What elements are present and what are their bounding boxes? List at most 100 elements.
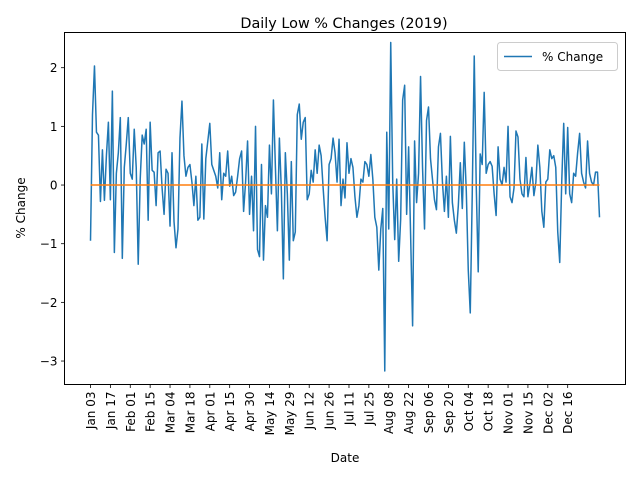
data-point (114, 252, 116, 254)
data-point (390, 42, 392, 44)
data-point (525, 157, 527, 159)
data-point (396, 178, 398, 180)
data-point (527, 196, 529, 198)
data-point (458, 205, 460, 207)
data-point (318, 144, 320, 146)
data-point (378, 269, 380, 271)
data-point (597, 171, 599, 173)
data-point (585, 187, 587, 189)
data-point (513, 187, 515, 189)
data-point (366, 164, 368, 166)
data-point (221, 199, 223, 201)
data-point (90, 240, 92, 242)
data-point (515, 130, 517, 132)
data-point (133, 129, 135, 131)
data-point (559, 262, 561, 264)
data-point (408, 146, 410, 148)
data-point (342, 178, 344, 180)
data-point (505, 181, 507, 183)
data-point (563, 123, 565, 125)
x-tick-label: Jul 25 (362, 392, 376, 427)
data-point (281, 190, 283, 192)
data-point (493, 193, 495, 195)
data-point (382, 208, 384, 210)
data-point (171, 152, 173, 154)
data-point (561, 181, 563, 183)
data-point (517, 136, 519, 138)
data-point (322, 187, 324, 189)
data-point (193, 205, 195, 207)
data-point (267, 217, 269, 219)
data-point (346, 142, 348, 144)
data-point (364, 161, 366, 163)
data-point (394, 239, 396, 241)
data-point (201, 143, 203, 145)
data-point (380, 228, 382, 230)
data-point (464, 141, 466, 143)
data-point (239, 158, 241, 160)
data-point (537, 144, 539, 146)
data-point (386, 131, 388, 133)
data-point (416, 202, 418, 204)
x-tick-label: Sep 20 (442, 392, 456, 434)
data-point (297, 114, 299, 116)
data-point (217, 187, 219, 189)
data-point (571, 202, 573, 204)
data-point (358, 205, 360, 207)
y-tick-label: 1 (50, 120, 58, 134)
data-point (285, 152, 287, 154)
data-point (485, 173, 487, 175)
x-tick-label: Aug 08 (382, 392, 396, 435)
data-point (308, 193, 310, 195)
data-point (454, 219, 456, 221)
data-point (406, 214, 408, 216)
data-point (137, 263, 139, 265)
data-point (509, 196, 511, 198)
data-point (287, 193, 289, 195)
data-point (175, 247, 177, 249)
data-point (404, 85, 406, 87)
data-point (273, 99, 275, 101)
x-tick-label: Apr 01 (203, 392, 217, 432)
legend-box (497, 42, 618, 71)
data-point (477, 271, 479, 273)
data-point (205, 158, 207, 160)
data-point (599, 217, 601, 219)
y-tick-label: −3 (40, 355, 58, 369)
data-point (301, 139, 303, 141)
data-point (424, 228, 426, 230)
data-point (189, 164, 191, 166)
x-axis-title: Date (331, 451, 360, 465)
data-point (340, 205, 342, 207)
data-point (211, 164, 213, 166)
data-point (139, 178, 141, 180)
data-point (177, 228, 179, 230)
x-tick-label: Jan 03 (84, 392, 98, 431)
data-point (575, 175, 577, 177)
data-point (249, 214, 251, 216)
data-point (149, 122, 151, 124)
data-point (354, 196, 356, 198)
data-point (489, 161, 491, 163)
data-point (191, 181, 193, 183)
x-tick-label: Dec 16 (561, 392, 575, 434)
data-point (153, 171, 155, 173)
x-tick-label: Oct 04 (462, 392, 476, 432)
data-point (511, 202, 513, 204)
data-point (261, 164, 263, 166)
data-point (106, 155, 108, 157)
legend: % Change (497, 42, 618, 71)
data-point (326, 240, 328, 242)
data-point (370, 154, 372, 156)
data-point (141, 134, 143, 136)
data-point (372, 178, 374, 180)
data-point (334, 152, 336, 154)
data-point (466, 190, 468, 192)
data-point (591, 181, 593, 183)
data-point (473, 55, 475, 57)
data-point (312, 181, 314, 183)
x-tick-label: Aug 22 (402, 392, 416, 435)
data-point (314, 149, 316, 151)
data-point (398, 261, 400, 263)
data-point (112, 90, 114, 92)
